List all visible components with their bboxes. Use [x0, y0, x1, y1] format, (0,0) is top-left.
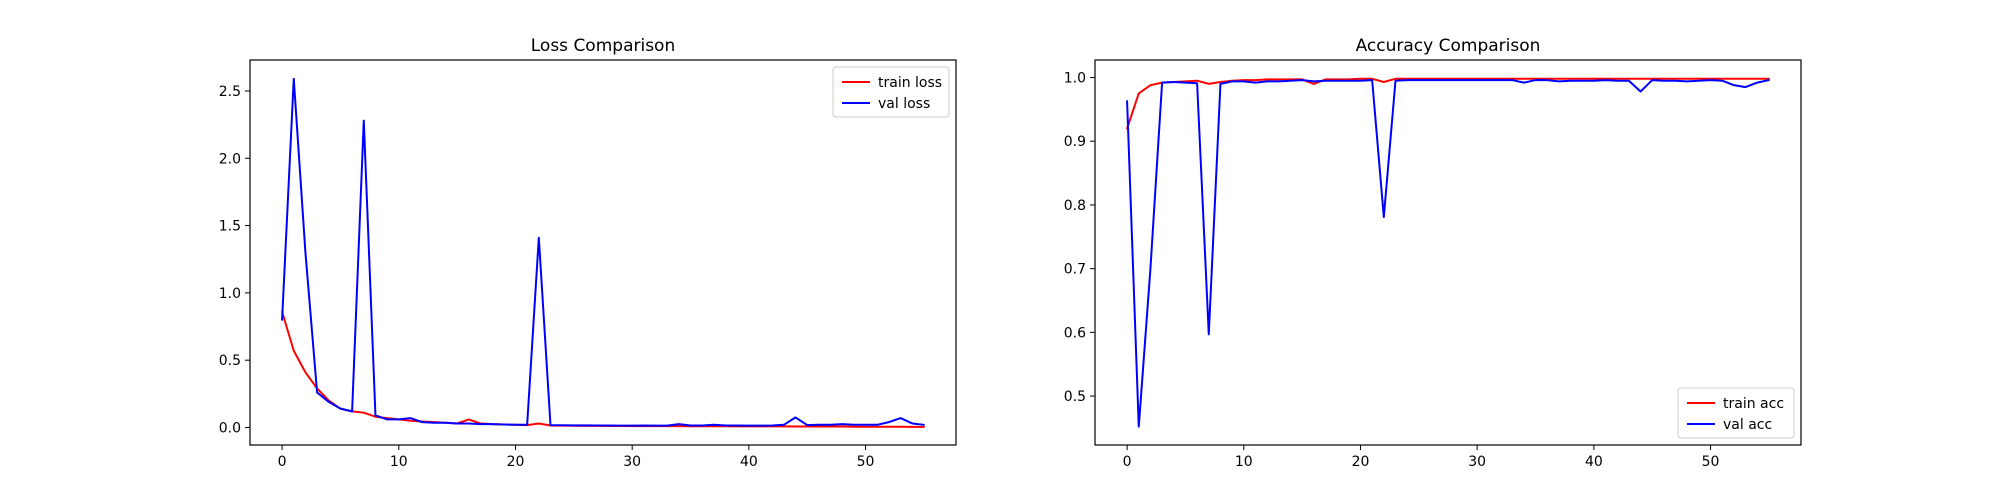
y-tick-label: 1.5: [219, 219, 241, 235]
legend-label: val loss: [878, 96, 930, 112]
chart-panel-1: Loss Comparison 0 10 20 30 40 50 0.0 0.5 1.0 1.5 2.…: [219, 36, 957, 470]
y-tick-label: 0.6: [1064, 325, 1086, 341]
y-tick-label: 0.5: [219, 353, 241, 369]
x-tick-label: 30: [1468, 454, 1486, 470]
chart-title: Loss Comparison: [531, 36, 675, 56]
y-tick-label: 0.5: [1064, 389, 1086, 405]
series-line-val-loss: [281, 77, 925, 427]
y-tick-label: 0.7: [1064, 262, 1086, 278]
series-line-train-loss: [281, 310, 925, 428]
x-tick-label: 10: [390, 454, 408, 470]
series-line-val-acc: [1126, 79, 1770, 428]
x-tick-label: 0: [1123, 454, 1132, 470]
y-tick-label: 0.0: [219, 421, 241, 437]
y-tick-label: 1.0: [1064, 71, 1086, 87]
legend-box: [832, 66, 950, 118]
chart-title: Accuracy Comparison: [1356, 36, 1541, 56]
x-tick-label: 50: [1702, 454, 1720, 470]
x-tick-label: 50: [857, 454, 875, 470]
legend-label: train acc: [1723, 396, 1784, 412]
chart-panel-2: Accuracy Comparison 0 10 20 30 40 50 0.5 0.6 0.7 0…: [1064, 36, 1802, 470]
x-tick-label: 10: [1235, 454, 1253, 470]
x-tick-label: 40: [740, 454, 758, 470]
y-tick-label: 2.0: [219, 151, 241, 167]
y-tick-label: 0.8: [1064, 198, 1086, 214]
x-tick-label: 20: [507, 454, 525, 470]
y-tick-label: 1.0: [219, 286, 241, 302]
legend: train acc val acc: [1677, 387, 1795, 439]
legend-label: val acc: [1723, 417, 1772, 433]
x-tick-label: 20: [1352, 454, 1370, 470]
legend: train loss val loss: [832, 66, 950, 118]
y-tick-label: 0.9: [1064, 134, 1086, 150]
x-tick-label: 0: [278, 454, 287, 470]
y-tick-label: 2.5: [219, 84, 241, 100]
x-tick-label: 40: [1585, 454, 1603, 470]
plot-area: [249, 59, 957, 446]
legend-label: train loss: [878, 75, 942, 91]
plot-area: [1094, 59, 1802, 446]
x-tick-label: 30: [623, 454, 641, 470]
series-line-train-acc: [1126, 77, 1770, 130]
legend-box: [1677, 387, 1795, 439]
